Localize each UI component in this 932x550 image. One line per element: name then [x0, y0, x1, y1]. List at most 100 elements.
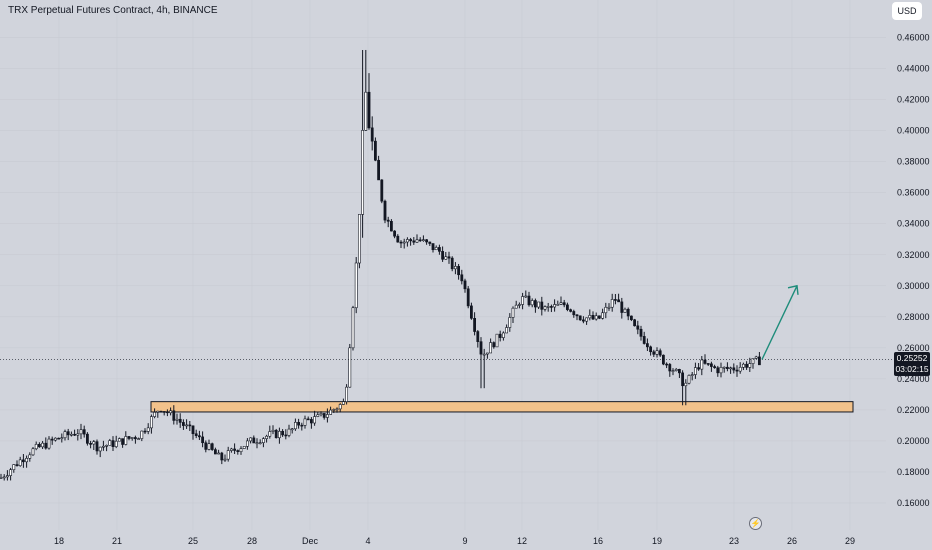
y-tick-label: 0.42000: [897, 95, 930, 105]
candle-body: [591, 315, 595, 320]
candle-body: [300, 424, 304, 427]
candle-body: [517, 304, 521, 306]
candle-body: [725, 366, 729, 369]
candle-body: [261, 438, 265, 443]
candle-body: [684, 382, 688, 387]
candle-body: [399, 241, 403, 244]
candle-body: [140, 430, 144, 439]
candle-body: [41, 442, 45, 448]
candle-body: [434, 247, 438, 251]
candle-body: [703, 359, 707, 364]
candle-body: [25, 458, 29, 463]
candle-body: [2, 476, 6, 479]
candle-body: [82, 429, 86, 435]
x-tick-label: 29: [845, 536, 855, 546]
candle-body: [249, 437, 253, 442]
candle-body: [521, 296, 525, 305]
candle-body: [73, 433, 77, 436]
currency-button[interactable]: USD: [892, 2, 922, 20]
candle-body: [370, 127, 374, 142]
candle-body: [559, 302, 563, 305]
candle-body: [569, 309, 573, 312]
candle-body: [658, 350, 662, 356]
candle-body: [12, 464, 16, 470]
x-tick-label: 12: [517, 536, 527, 546]
candle-body: [277, 430, 281, 439]
candle-body: [156, 410, 160, 413]
candle-body: [409, 239, 413, 242]
candle-body: [242, 445, 246, 449]
candle-body: [70, 433, 73, 436]
candle-body: [31, 448, 35, 456]
candle-body: [373, 140, 377, 161]
x-tick-label: 19: [652, 536, 662, 546]
candle-body: [153, 412, 157, 417]
candle-body: [194, 433, 198, 436]
candle-body: [34, 443, 38, 450]
candle-body: [645, 343, 649, 348]
candle-body: [44, 442, 48, 449]
candle-body: [533, 300, 537, 308]
candle-body: [290, 428, 294, 431]
candle-body: [175, 418, 179, 421]
candle-body: [473, 318, 477, 332]
candle-body: [50, 438, 54, 441]
candle-body: [588, 315, 592, 319]
x-tick-label: 18: [54, 536, 64, 546]
y-tick-label: 0.16000: [897, 498, 930, 508]
candle-body: [405, 239, 409, 243]
candle-body: [754, 356, 758, 359]
candle-body: [89, 443, 93, 445]
candle-body: [335, 408, 339, 411]
candle-body: [741, 363, 745, 368]
candle-body: [214, 449, 217, 455]
candle-body: [617, 299, 621, 303]
candle-body: [92, 441, 96, 445]
candle-body: [613, 299, 617, 301]
candle-body: [28, 454, 32, 459]
candle-body: [341, 401, 345, 405]
candle-body: [348, 347, 352, 388]
x-tick-label: 23: [729, 536, 739, 546]
candle-body: [402, 241, 406, 244]
candle-body: [361, 130, 365, 215]
candle-body: [463, 280, 467, 290]
time-axis[interactable]: 18 21 25 28 Dec 4 9 12 16 19 23 26 29: [54, 536, 855, 546]
candle-body: [201, 436, 205, 444]
x-tick-label: Dec: [302, 536, 319, 546]
candle-body: [681, 372, 685, 387]
candle-body: [380, 179, 384, 202]
candle-body: [284, 434, 288, 437]
candle-body: [53, 437, 57, 441]
candle-body: [693, 367, 697, 375]
candle-body: [198, 435, 201, 438]
candle-body: [15, 464, 19, 466]
candle-body: [575, 314, 579, 317]
candle-body: [367, 91, 371, 129]
last-price-value: 0.25252: [896, 353, 928, 363]
candle-body: [508, 317, 512, 328]
candle-body: [626, 308, 630, 317]
candle-body: [556, 304, 560, 306]
price-axis[interactable]: 0.16000 0.18000 0.20000 0.22000 0.24000 0.260…: [897, 33, 930, 508]
support-zone: [150, 401, 854, 413]
lightning-bolt-icon[interactable]: ⚡: [749, 517, 762, 530]
candle-body: [246, 440, 249, 447]
y-tick-label: 0.44000: [897, 64, 930, 74]
x-tick-label: 4: [365, 536, 370, 546]
candle-body: [188, 424, 192, 427]
candle-body: [511, 307, 515, 318]
candle-body: [447, 256, 451, 259]
candle-body: [697, 367, 701, 370]
candle-body: [687, 375, 691, 384]
candle-body: [111, 440, 115, 447]
candle-body: [226, 450, 230, 460]
candle-body: [431, 243, 435, 251]
y-tick-label: 0.34000: [897, 219, 930, 229]
candle-body: [268, 431, 272, 437]
candle-body: [265, 435, 269, 439]
candle-body: [540, 301, 544, 310]
y-tick-label: 0.32000: [897, 250, 930, 260]
candle-body: [204, 442, 208, 450]
